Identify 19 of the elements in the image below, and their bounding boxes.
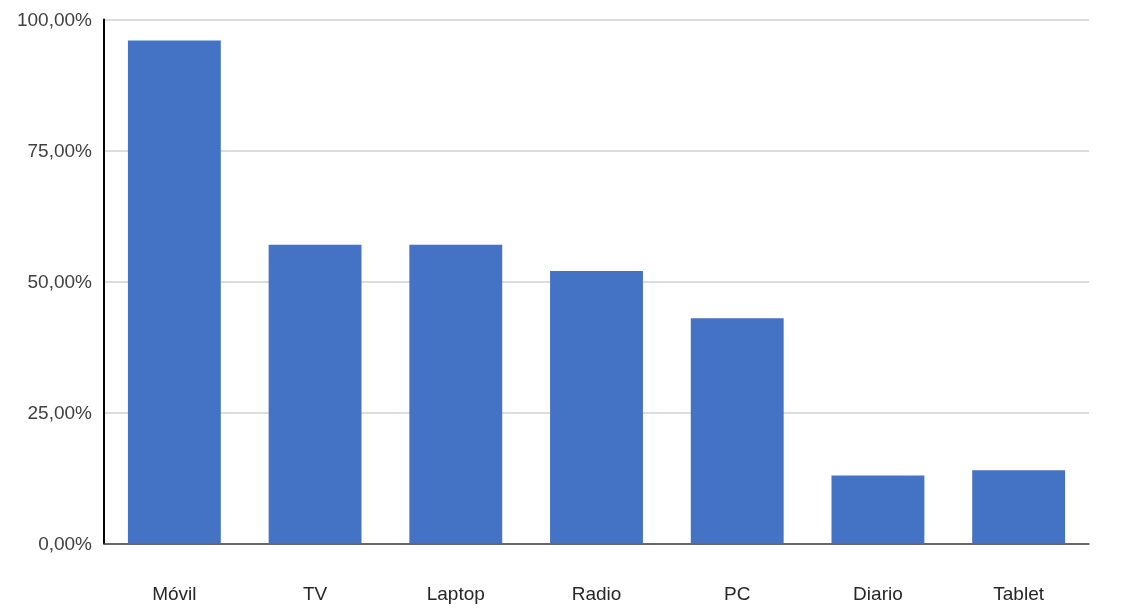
bar [831, 475, 925, 544]
y-tick-label: 0,00% [38, 533, 93, 554]
x-tick-label: PC [724, 582, 751, 604]
x-tick-label: Móvil [152, 582, 197, 604]
bar [268, 244, 362, 544]
bar [972, 470, 1066, 544]
y-tick-label: 75,00% [27, 140, 93, 161]
x-tick-label: Laptop [426, 582, 485, 604]
x-tick-label: Diario [853, 582, 903, 604]
bar [690, 318, 784, 544]
bar [550, 271, 643, 544]
bar [127, 40, 221, 544]
x-tick-label: Radio [571, 582, 622, 604]
x-tick-label: TV [302, 582, 328, 604]
x-tick-label: Tablet [993, 582, 1045, 604]
bar [409, 244, 503, 544]
y-tick-label: 25,00% [27, 402, 93, 423]
y-tick-label: 100,00% [16, 9, 93, 30]
y-tick-label: 50,00% [27, 271, 93, 292]
